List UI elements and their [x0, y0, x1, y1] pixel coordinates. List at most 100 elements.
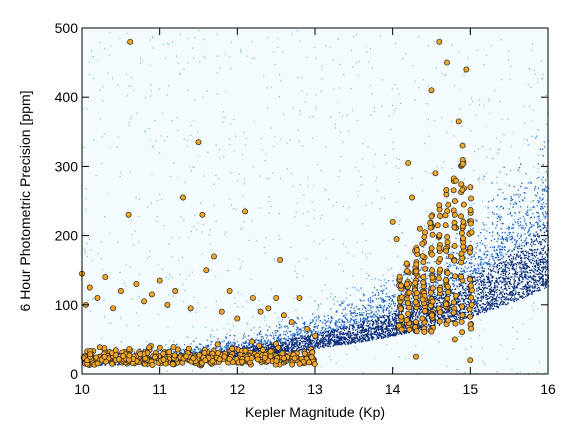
- density-point: [269, 341, 271, 343]
- density-point: [279, 340, 281, 342]
- density-point: [455, 267, 458, 269]
- density-point: [386, 307, 388, 309]
- density-point: [542, 193, 544, 196]
- density-point: [538, 216, 540, 218]
- density-point: [296, 341, 298, 343]
- density-point: [190, 343, 192, 345]
- density-point: [383, 336, 385, 338]
- density-point: [353, 326, 355, 328]
- density-point: [502, 274, 504, 277]
- density-point: [207, 339, 209, 341]
- density-point: [487, 273, 489, 276]
- density-point: [511, 251, 513, 253]
- density-point: [504, 268, 506, 270]
- density-point: [200, 348, 202, 350]
- density-point: [513, 285, 515, 287]
- density-point: [497, 255, 499, 257]
- density-point: [376, 327, 378, 329]
- density-point: [519, 243, 521, 245]
- density-point: [544, 245, 546, 247]
- density-point: [357, 330, 359, 332]
- density-point: [360, 287, 362, 289]
- density-point: [263, 340, 265, 342]
- density-point: [491, 305, 493, 307]
- density-point: [220, 349, 222, 351]
- density-point: [479, 259, 482, 261]
- density-point: [507, 213, 509, 215]
- density-point: [545, 189, 547, 191]
- density-point: [526, 289, 528, 291]
- density-point: [373, 316, 375, 318]
- density-point: [536, 234, 538, 236]
- density-point: [525, 211, 528, 213]
- density-point: [539, 273, 541, 275]
- density-point: [481, 276, 483, 278]
- density-point: [316, 340, 318, 342]
- density-point: [328, 341, 330, 343]
- density-point: [306, 332, 308, 334]
- density-point: [537, 267, 539, 269]
- density-point: [330, 293, 332, 295]
- density-point: [416, 310, 418, 312]
- density-point: [194, 350, 196, 352]
- density-point: [542, 279, 544, 281]
- density-point: [519, 247, 521, 249]
- density-point: [516, 271, 519, 274]
- density-point: [388, 280, 390, 282]
- density-point: [410, 320, 412, 322]
- density-point: [446, 312, 448, 314]
- density-point: [376, 320, 378, 322]
- density-point: [375, 320, 377, 322]
- density-point: [494, 250, 496, 252]
- density-point: [391, 316, 394, 318]
- density-point: [494, 303, 496, 305]
- density-point: [404, 327, 406, 329]
- density-point: [528, 252, 530, 255]
- density-point: [513, 277, 515, 279]
- density-point: [246, 347, 248, 349]
- density-point: [475, 300, 477, 302]
- density-point: [441, 298, 443, 300]
- density-point: [543, 215, 545, 217]
- density-point: [221, 347, 223, 349]
- density-point: [524, 218, 526, 220]
- plot-background: [82, 28, 548, 374]
- density-point: [544, 217, 546, 219]
- density-point: [484, 311, 486, 313]
- density-point: [482, 146, 484, 148]
- density-point: [515, 265, 518, 267]
- density-point: [487, 217, 489, 219]
- density-point: [433, 324, 435, 326]
- density-point: [371, 337, 373, 339]
- density-point: [496, 217, 498, 220]
- density-point: [545, 185, 547, 187]
- density-point: [527, 255, 529, 257]
- density-point: [360, 288, 362, 290]
- density-point: [505, 288, 507, 290]
- density-point: [185, 360, 187, 362]
- density-point: [345, 313, 347, 315]
- density-point: [483, 285, 485, 287]
- density-point: [544, 266, 546, 268]
- density-point: [465, 244, 467, 246]
- density-point: [262, 336, 264, 338]
- density-point: [213, 336, 215, 338]
- density-point: [293, 334, 295, 336]
- density-point: [464, 317, 466, 319]
- density-point: [507, 302, 509, 304]
- density-point: [516, 240, 518, 242]
- density-point: [498, 293, 500, 296]
- density-point: [315, 316, 317, 318]
- density-point: [331, 329, 333, 331]
- density-point: [528, 285, 530, 287]
- density-point: [449, 294, 451, 296]
- density-point: [402, 310, 404, 312]
- density-point: [503, 302, 506, 304]
- density-point: [324, 328, 327, 330]
- density-point: [374, 287, 376, 289]
- density-point: [490, 293, 492, 295]
- density-point: [317, 309, 319, 311]
- density-point: [536, 205, 538, 207]
- density-point: [174, 350, 176, 353]
- density-point: [514, 238, 516, 241]
